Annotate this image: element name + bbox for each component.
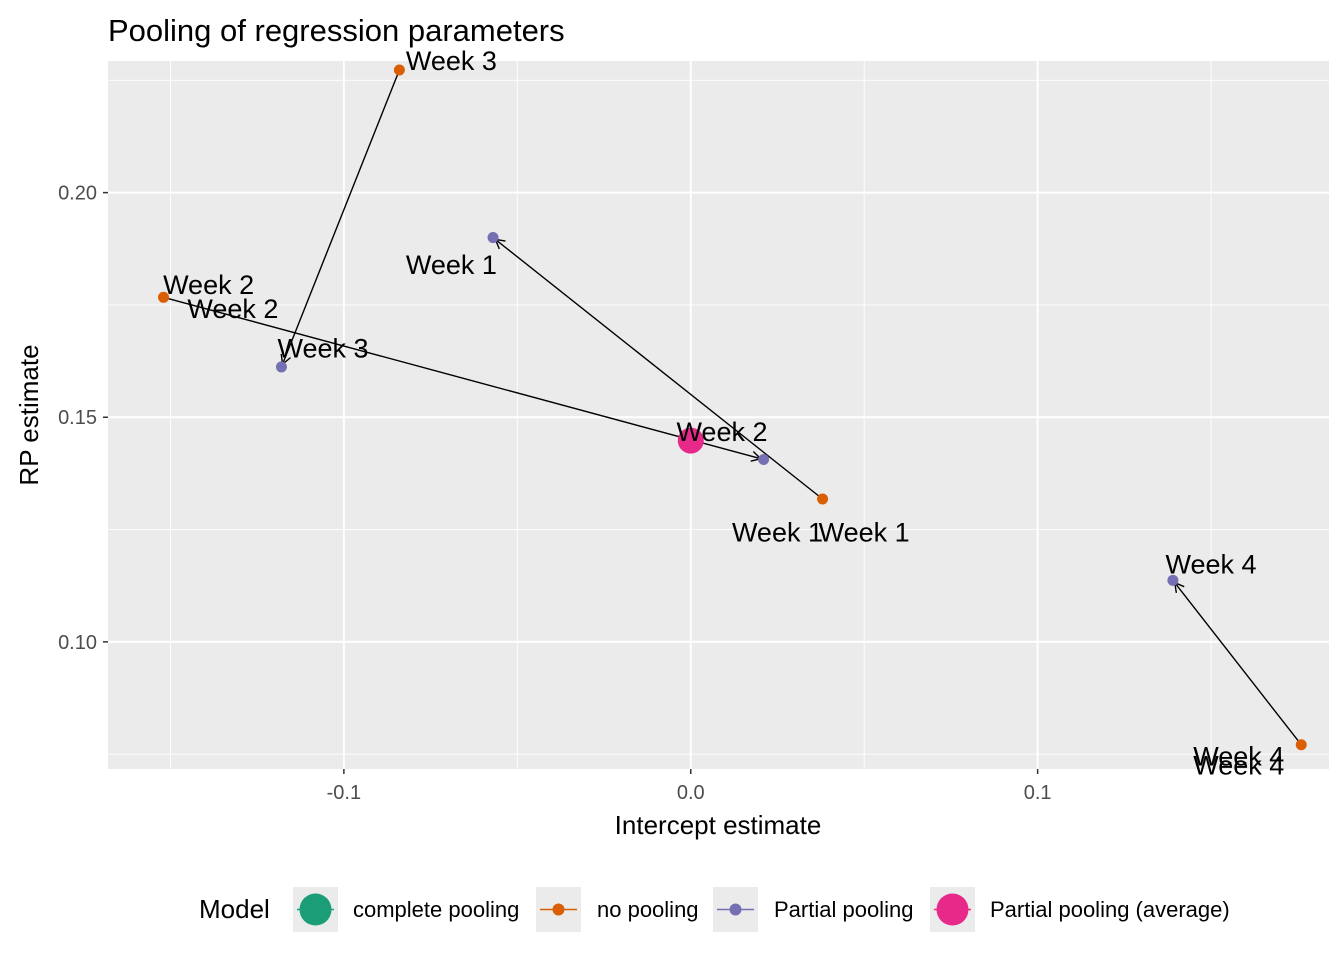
shrinkage-arrow: [1173, 581, 1302, 746]
no-pooling-point: [817, 493, 829, 505]
point-label: Week 1: [406, 250, 497, 280]
legend-key-point: [299, 893, 332, 926]
partial-pooling-point: [758, 453, 770, 465]
plot-panel: [108, 61, 1329, 769]
point-label: Week 1: [819, 517, 910, 547]
shrinkage-arrow: [280, 69, 401, 366]
legend-key-point: [552, 903, 565, 916]
legend-label: no pooling: [597, 897, 699, 922]
point-label: Week 1: [732, 517, 823, 547]
x-tick-label: 0.1: [1024, 782, 1052, 804]
y-axis-title: RP estimate: [14, 344, 44, 485]
x-axis-title: Intercept estimate: [615, 810, 822, 840]
no-pooling-point: [393, 64, 405, 76]
point-label: Week 4: [1166, 550, 1257, 580]
y-tick-label: 0.10: [58, 632, 97, 654]
chart-title: Pooling of regression parameters: [108, 13, 565, 48]
point-label: Week 3: [278, 334, 369, 364]
point-label: Week 2: [676, 417, 767, 447]
no-pooling-point: [158, 291, 169, 303]
point-label: Week 2: [187, 294, 278, 324]
legend-key-point: [936, 893, 969, 926]
shrinkage-arrow: [494, 238, 823, 500]
partial-pooling-point: [275, 361, 287, 373]
point-label: Week 4: [1193, 750, 1284, 780]
axis-ticks: -0.1 0.0 0.1 0.10 0.15 0.20: [58, 183, 1051, 804]
legend-title: Model: [199, 894, 270, 924]
no-pooling-point: [1295, 739, 1307, 751]
shrinkage-arrows: [163, 69, 1302, 746]
legend-label: Partial pooling: [774, 897, 913, 922]
point-label: Week 3: [406, 46, 497, 76]
point-label: Week 4: [1193, 741, 1284, 771]
average-point: [677, 427, 704, 454]
x-tick-label: -0.1: [327, 782, 361, 804]
partial-pooling-point: [487, 232, 499, 244]
legend: Model complete pooling no pooling Partial …: [199, 887, 1230, 932]
y-tick-label: 0.20: [58, 183, 97, 205]
y-tick-label: 0.15: [58, 407, 97, 429]
grid: [108, 61, 1329, 769]
point-label: Week 2: [163, 270, 254, 300]
partial-pooling-point: [1167, 574, 1179, 586]
shrinkage-arrow: [163, 296, 763, 462]
x-tick-label: 0.0: [677, 782, 705, 804]
legend-key-point: [729, 903, 742, 916]
legend-label: Partial pooling (average): [990, 897, 1230, 922]
legend-label: complete pooling: [353, 897, 519, 922]
data-points: [158, 64, 1307, 751]
